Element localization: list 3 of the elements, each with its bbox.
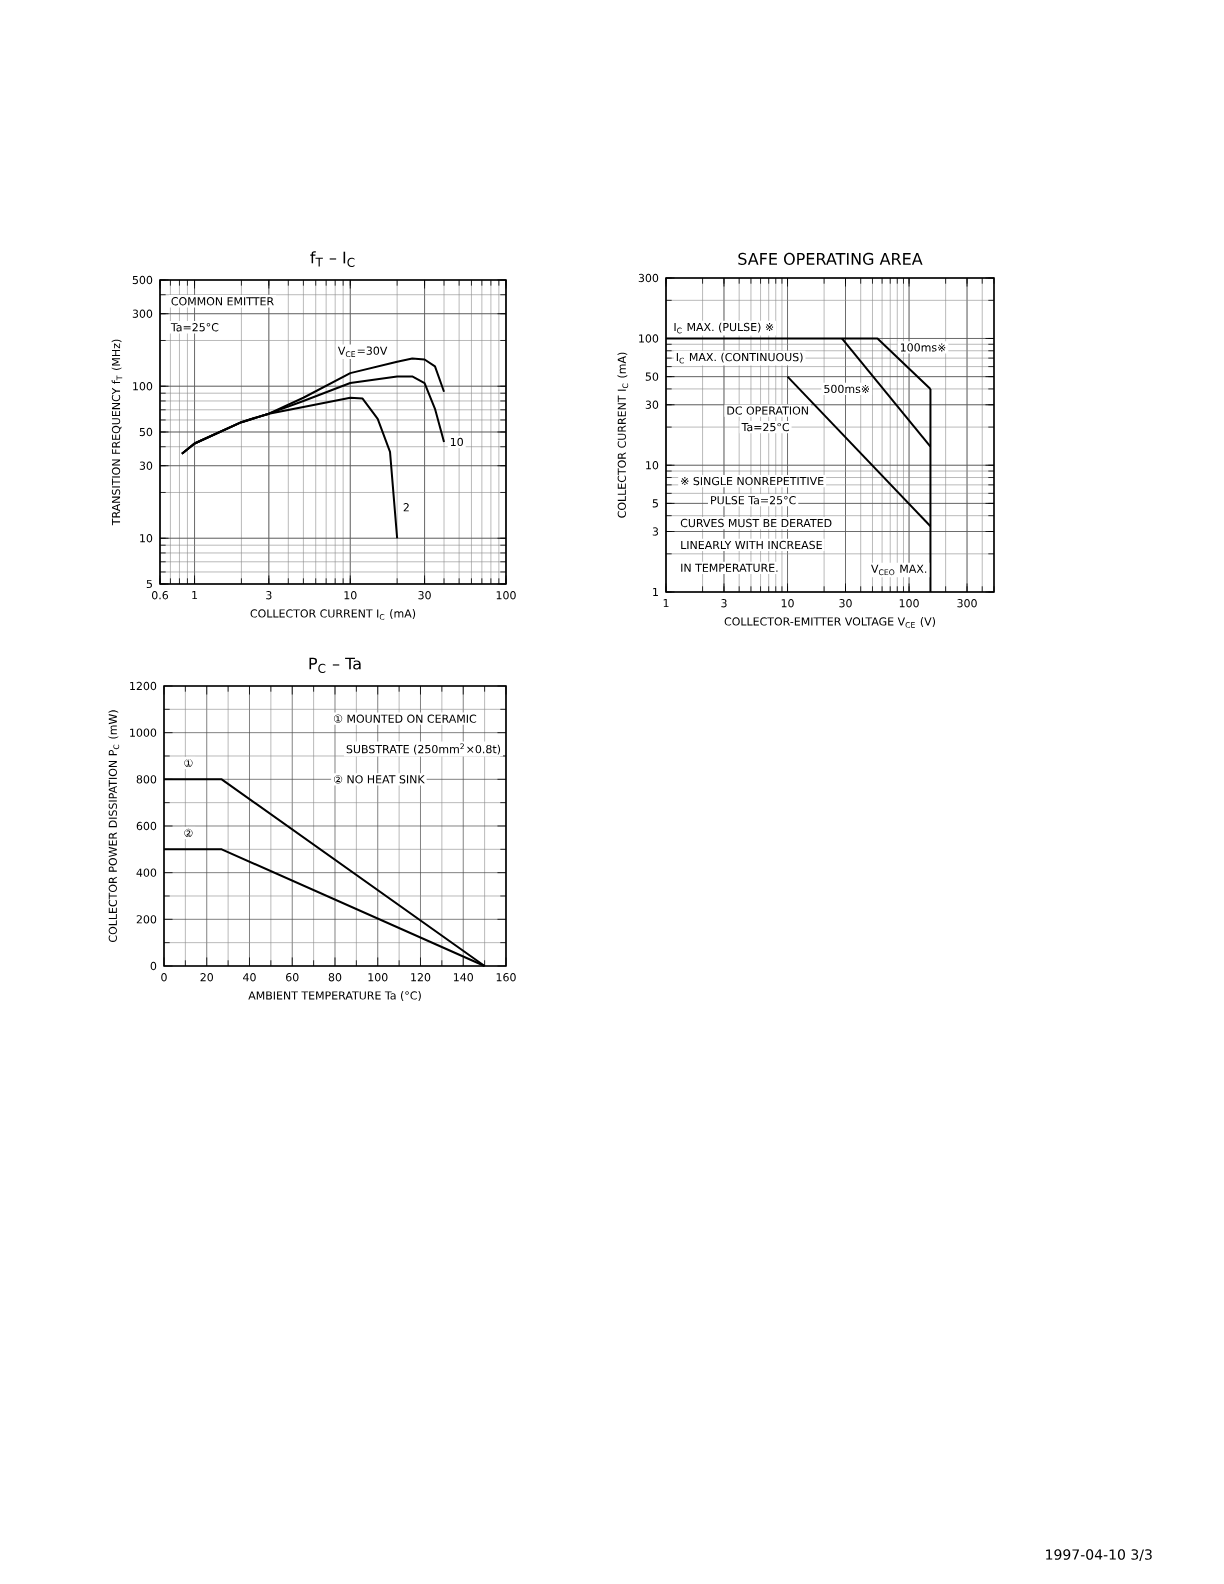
chart-title: P$_{C}$ – Ta [309, 657, 361, 673]
chart-title: f$_{T}$ – I$_{C}$ [310, 251, 355, 267]
chart-title: SAFE OPERATING AREA [738, 252, 923, 265]
